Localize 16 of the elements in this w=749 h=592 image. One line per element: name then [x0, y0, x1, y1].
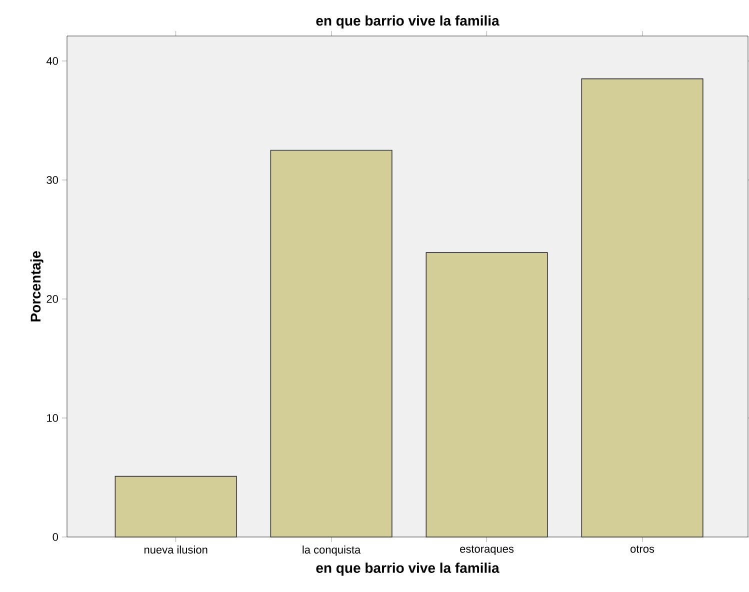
- chart-title: en que barrio vive la familia: [316, 15, 500, 28]
- x-tick-label: otros: [630, 546, 654, 553]
- x-tick-label: la conquista: [302, 546, 361, 556]
- x-tick-label: nueva ilusion: [144, 546, 208, 554]
- bar: [581, 78, 704, 538]
- x-axis-title: en que barrio vive la familia: [316, 562, 500, 576]
- x-tick-label: estoraques: [460, 546, 514, 555]
- y-tick-label: 40: [46, 57, 58, 65]
- y-tick-label: 0: [52, 533, 58, 541]
- y-tick-label: 30: [46, 176, 58, 184]
- y-axis-title: Porcentaje: [30, 251, 44, 322]
- y-tick-label: 10: [47, 414, 58, 422]
- bar: [426, 252, 548, 538]
- y-tick-label: 20: [46, 295, 58, 303]
- bar: [114, 476, 237, 538]
- bar: [270, 150, 392, 538]
